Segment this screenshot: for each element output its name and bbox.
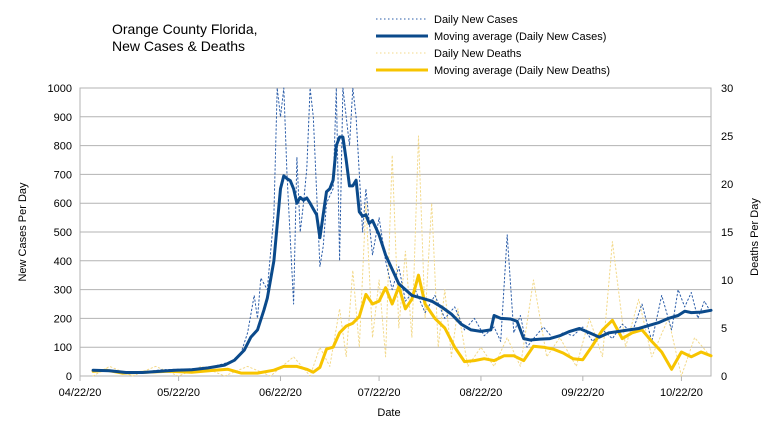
- right-y-tick-label: 5: [721, 323, 727, 335]
- left-y-tick-label: 0: [66, 371, 72, 383]
- x-tick-label: 08/22/20: [460, 387, 503, 399]
- left-y-tick-label: 900: [54, 112, 72, 124]
- right-y-tick-label: 10: [721, 275, 733, 287]
- x-tick-label: 07/22/20: [358, 387, 401, 399]
- legend-label-daily-new-deaths: Daily New Deaths: [434, 48, 522, 60]
- right-y-tick-label: 25: [721, 131, 733, 143]
- right-y-tick-label: 0: [721, 371, 727, 383]
- left-y-tick-label: 100: [54, 342, 72, 354]
- right-y-tick-label: 30: [721, 83, 733, 95]
- left-y-tick-label: 500: [54, 227, 72, 239]
- left-y-tick-label: 700: [54, 169, 72, 181]
- moving-average-cases-line: [91, 135, 713, 374]
- right-y-tick-label: 15: [721, 227, 733, 239]
- x-tick-label: 04/22/20: [59, 387, 102, 399]
- x-axis-title: Date: [377, 407, 400, 419]
- left-y-tick-label: 600: [54, 198, 72, 210]
- left-y-axis-title: New Cases Per Day: [17, 182, 29, 282]
- right-y-tick-label: 20: [721, 179, 733, 191]
- left-y-tick-label: 800: [54, 141, 72, 153]
- plot-frame: [79, 87, 712, 377]
- left-y-tick-label: 400: [54, 256, 72, 268]
- x-tick-label: 06/22/20: [259, 387, 302, 399]
- x-tick-label: 09/22/20: [561, 387, 604, 399]
- x-tick-label: 10/22/20: [660, 387, 703, 399]
- chart-title-line-2: New Cases & Deaths: [112, 38, 245, 54]
- moving-average-deaths-line: [91, 273, 713, 375]
- left-y-tick-label: 300: [54, 285, 72, 297]
- right-y-ticks: 0 5 10 15 20 25 30: [721, 83, 733, 383]
- legend-label-daily-new-cases: Daily New Cases: [434, 14, 518, 26]
- chart-title-line-1: Orange County Florida,: [112, 21, 258, 37]
- x-ticks: 04/22/20 05/22/20 06/22/20 07/22/20 08/22/20…: [59, 376, 703, 399]
- left-y-tick-label: 200: [54, 313, 72, 325]
- daily-new-cases-line: [92, 87, 712, 373]
- right-y-axis-title: Deaths Per Day: [749, 198, 761, 276]
- series-layer: [91, 87, 713, 377]
- x-tick-label: 05/22/20: [157, 387, 200, 399]
- left-y-ticks: 0 100 200 300 400 500 600 700 800 900 1000: [48, 83, 72, 383]
- left-y-tick-label: 1000: [48, 83, 72, 95]
- legend-label-moving-average-cases: Moving average (Daily New Cases): [434, 31, 606, 43]
- legend: Daily New Cases Moving average (Daily Ne…: [376, 14, 610, 77]
- legend-label-moving-average-deaths: Moving average (Daily New Deaths): [434, 65, 610, 77]
